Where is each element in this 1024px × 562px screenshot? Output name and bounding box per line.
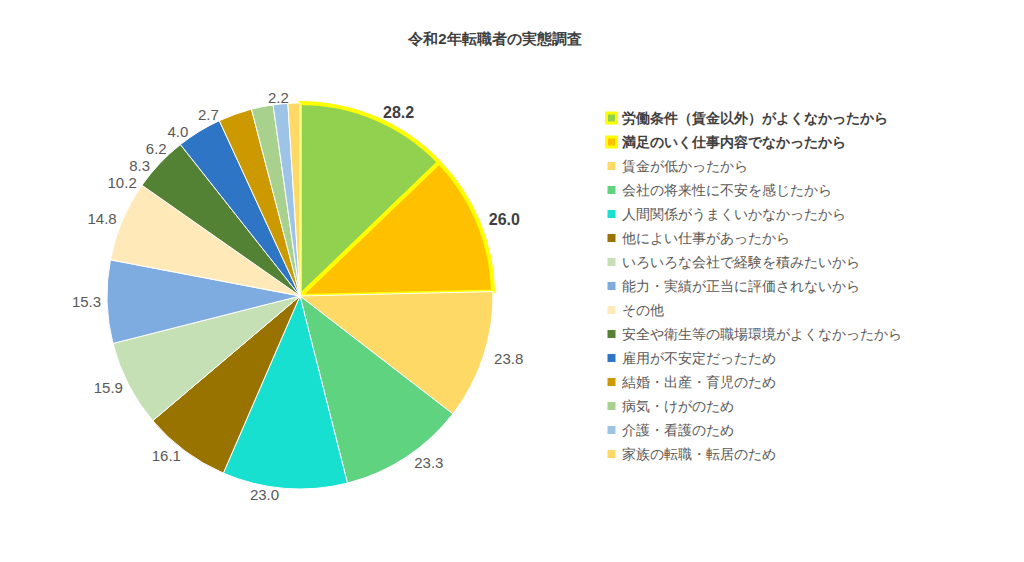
svg-text:賃金が低かったから: 賃金が低かったから bbox=[622, 158, 748, 174]
svg-text:4.0: 4.0 bbox=[167, 123, 188, 140]
svg-text:人間関係がうまくいかなかったから: 人間関係がうまくいかなかったから bbox=[622, 206, 846, 222]
svg-text:14.8: 14.8 bbox=[87, 210, 116, 227]
svg-text:介護・看護のため: 介護・看護のため bbox=[622, 422, 734, 438]
svg-text:結婚・出産・育児のため: 結婚・出産・育児のため bbox=[621, 374, 776, 390]
svg-text:家族の転職・転居のため: 家族の転職・転居のため bbox=[622, 446, 776, 462]
svg-text:その他: その他 bbox=[622, 302, 664, 318]
svg-text:16.1: 16.1 bbox=[152, 447, 181, 464]
svg-text:15.9: 15.9 bbox=[94, 379, 123, 396]
svg-text:能力・実績が正当に評価されないから: 能力・実績が正当に評価されないから bbox=[622, 278, 860, 294]
svg-text:10.2: 10.2 bbox=[108, 174, 137, 191]
svg-text:6.2: 6.2 bbox=[146, 140, 167, 157]
svg-text:安全や衛生等の職場環境がよくなかったから: 安全や衛生等の職場環境がよくなかったから bbox=[622, 326, 902, 342]
svg-text:23.0: 23.0 bbox=[250, 486, 279, 503]
svg-text:15.3: 15.3 bbox=[72, 293, 101, 310]
svg-text:8.3: 8.3 bbox=[129, 157, 150, 174]
svg-text:2.2: 2.2 bbox=[268, 89, 289, 106]
svg-text:満足のいく仕事内容でなかったから: 満足のいく仕事内容でなかったから bbox=[621, 134, 846, 150]
svg-text:23.3: 23.3 bbox=[414, 454, 443, 471]
svg-text:2.7: 2.7 bbox=[198, 106, 219, 123]
svg-text:会社の将来性に不安を感じたから: 会社の将来性に不安を感じたから bbox=[622, 182, 832, 198]
svg-text:他によい仕事があったから: 他によい仕事があったから bbox=[622, 230, 790, 246]
svg-text:雇用が不安定だったため: 雇用が不安定だったため bbox=[622, 350, 776, 366]
svg-text:28.2: 28.2 bbox=[383, 104, 414, 121]
svg-text:労働条件（賃金以外）がよくなかったから: 労働条件（賃金以外）がよくなかったから bbox=[622, 110, 888, 126]
svg-text:病気・けがのため: 病気・けがのため bbox=[622, 398, 734, 414]
svg-text:26.0: 26.0 bbox=[489, 211, 520, 228]
svg-text:令和2年転職者の実態調査: 令和2年転職者の実態調査 bbox=[407, 30, 581, 47]
svg-text:23.8: 23.8 bbox=[494, 350, 523, 367]
svg-text:いろいろな会社で経験を積みたいから: いろいろな会社で経験を積みたいから bbox=[622, 254, 860, 270]
